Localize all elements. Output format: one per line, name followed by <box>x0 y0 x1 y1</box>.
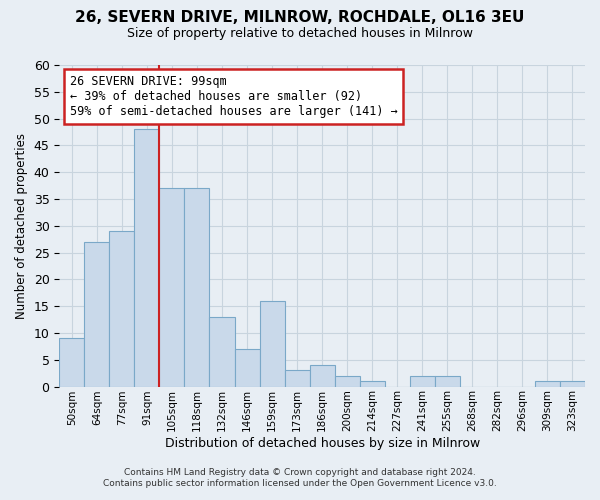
Bar <box>59 338 85 386</box>
Text: 26 SEVERN DRIVE: 99sqm
← 39% of detached houses are smaller (92)
59% of semi-det: 26 SEVERN DRIVE: 99sqm ← 39% of detached… <box>70 74 398 118</box>
Bar <box>235 349 260 387</box>
X-axis label: Distribution of detached houses by size in Milnrow: Distribution of detached houses by size … <box>164 437 480 450</box>
Bar <box>260 301 284 386</box>
Bar <box>310 365 335 386</box>
Bar <box>410 376 435 386</box>
Text: 26, SEVERN DRIVE, MILNROW, ROCHDALE, OL16 3EU: 26, SEVERN DRIVE, MILNROW, ROCHDALE, OL1… <box>76 10 524 25</box>
Bar <box>359 381 385 386</box>
Y-axis label: Number of detached properties: Number of detached properties <box>15 133 28 319</box>
Bar <box>284 370 310 386</box>
Text: Size of property relative to detached houses in Milnrow: Size of property relative to detached ho… <box>127 28 473 40</box>
Bar <box>335 376 359 386</box>
Bar <box>160 188 184 386</box>
Bar <box>435 376 460 386</box>
Bar <box>209 317 235 386</box>
Bar <box>109 231 134 386</box>
Bar <box>85 242 109 386</box>
Bar <box>184 188 209 386</box>
Bar <box>560 381 585 386</box>
Bar <box>134 130 160 386</box>
Bar <box>535 381 560 386</box>
Text: Contains HM Land Registry data © Crown copyright and database right 2024.
Contai: Contains HM Land Registry data © Crown c… <box>103 468 497 487</box>
